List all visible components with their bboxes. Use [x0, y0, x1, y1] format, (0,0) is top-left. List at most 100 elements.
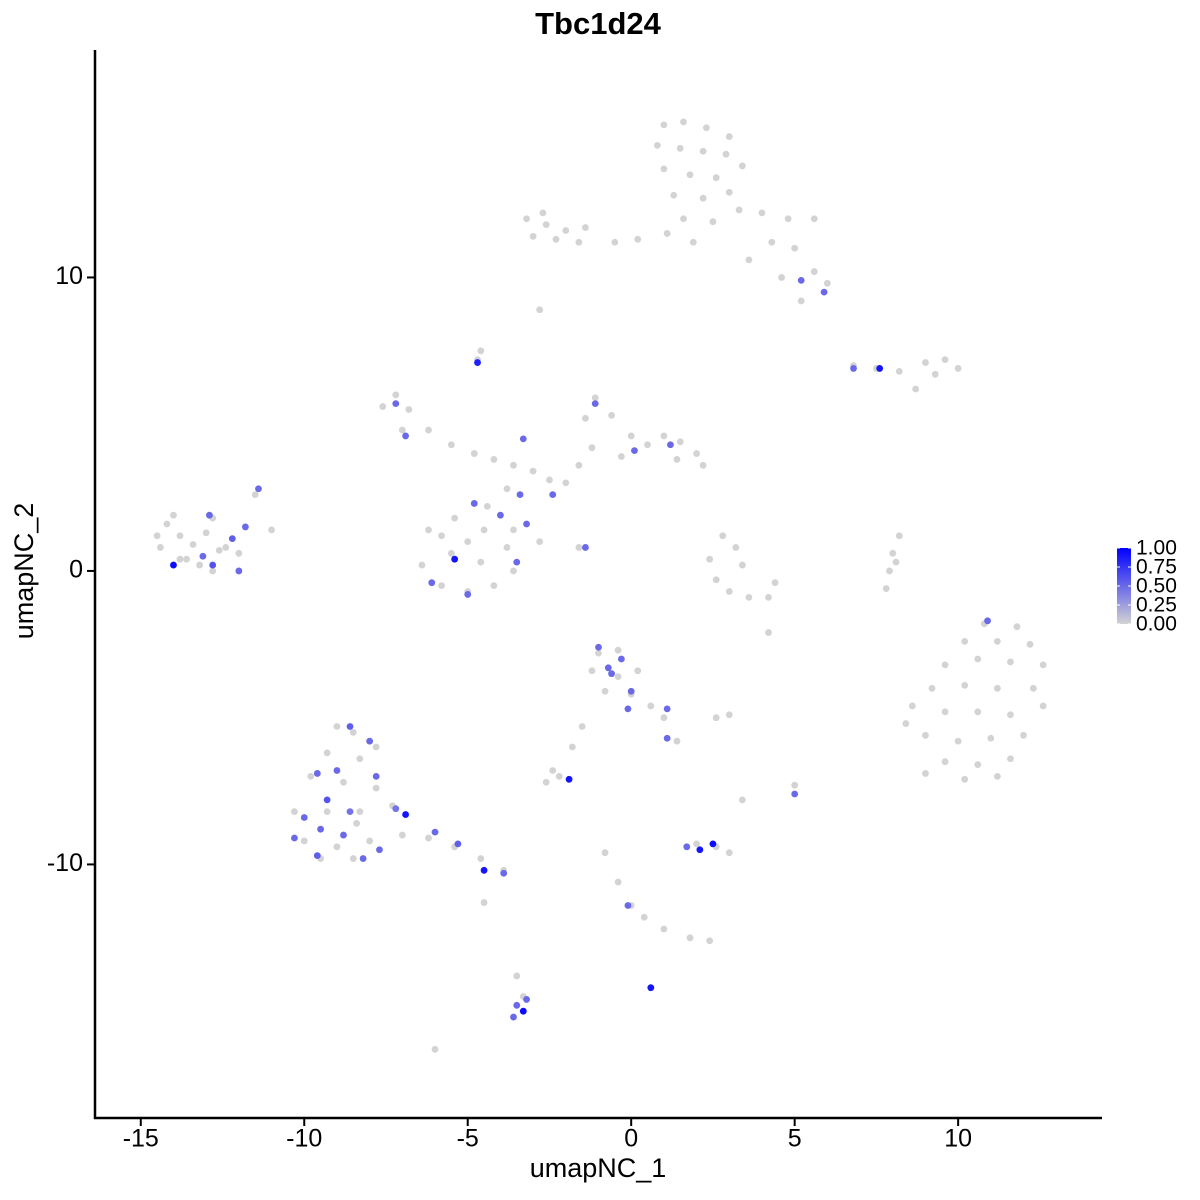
- point: [333, 843, 341, 851]
- point: [634, 667, 642, 675]
- point: [349, 855, 357, 862]
- point: [196, 561, 204, 569]
- point: [353, 819, 360, 827]
- point: [640, 913, 648, 921]
- point: [241, 523, 249, 531]
- point: [562, 479, 570, 487]
- point: [696, 846, 704, 854]
- point: [480, 866, 488, 874]
- point: [895, 532, 903, 540]
- point: [503, 544, 511, 551]
- point: [712, 174, 720, 182]
- point: [810, 215, 818, 223]
- point: [513, 972, 521, 980]
- point: [791, 790, 799, 798]
- point: [513, 1001, 521, 1009]
- point: [725, 188, 733, 196]
- point: [614, 646, 622, 654]
- point: [431, 1045, 439, 1053]
- point: [523, 215, 530, 223]
- point: [349, 728, 357, 736]
- point: [483, 502, 491, 510]
- point: [712, 576, 720, 584]
- colorbar: [1117, 548, 1131, 624]
- point: [529, 232, 537, 240]
- point: [405, 406, 413, 413]
- point: [624, 902, 632, 909]
- point: [1039, 661, 1047, 669]
- point: [1029, 684, 1037, 692]
- point: [882, 585, 890, 592]
- point: [251, 491, 259, 499]
- point: [510, 526, 517, 534]
- point: [797, 276, 805, 284]
- point: [591, 394, 599, 402]
- point: [876, 365, 884, 372]
- point: [771, 579, 779, 587]
- point: [719, 532, 727, 540]
- point: [372, 772, 380, 780]
- point: [575, 544, 583, 551]
- point: [791, 781, 799, 789]
- point: [722, 150, 730, 158]
- point: [470, 450, 478, 457]
- point: [984, 617, 991, 625]
- point: [291, 834, 298, 842]
- point: [895, 367, 903, 375]
- point: [392, 391, 400, 399]
- point: [941, 708, 949, 716]
- point: [366, 737, 374, 745]
- point: [536, 306, 544, 314]
- point: [549, 491, 557, 499]
- point: [438, 582, 445, 590]
- point: [519, 1007, 527, 1015]
- point: [725, 588, 733, 595]
- point: [768, 238, 776, 246]
- point: [490, 456, 498, 463]
- point: [546, 476, 553, 484]
- point: [451, 514, 459, 522]
- point: [588, 444, 596, 452]
- point: [922, 731, 929, 739]
- point: [346, 723, 354, 730]
- point: [323, 749, 331, 757]
- point: [617, 453, 625, 460]
- point: [634, 235, 642, 243]
- point: [215, 546, 223, 554]
- point: [712, 714, 720, 722]
- point: [222, 544, 230, 551]
- point: [974, 708, 982, 716]
- point: [356, 755, 364, 763]
- point: [313, 770, 321, 777]
- point: [676, 438, 684, 446]
- point: [663, 705, 671, 713]
- point: [562, 227, 570, 234]
- x-tick-label: -5: [457, 1125, 479, 1153]
- point: [974, 761, 982, 769]
- point: [680, 118, 687, 126]
- point: [1020, 731, 1027, 739]
- x-tick-label: 0: [624, 1125, 638, 1153]
- point: [372, 784, 380, 792]
- point: [542, 221, 550, 229]
- point: [738, 561, 746, 569]
- point: [601, 849, 609, 857]
- point: [156, 544, 164, 551]
- point: [379, 403, 387, 410]
- point: [428, 579, 436, 587]
- y-tick-label: -10: [47, 849, 83, 877]
- points: [153, 118, 1047, 1053]
- point: [617, 655, 625, 663]
- point: [582, 224, 589, 231]
- point: [313, 852, 321, 860]
- point: [738, 796, 746, 804]
- point: [176, 555, 184, 563]
- point: [582, 414, 589, 422]
- point: [667, 441, 674, 449]
- point: [575, 461, 583, 469]
- point: [689, 238, 697, 246]
- point: [660, 714, 668, 722]
- point: [627, 432, 635, 440]
- point: [235, 549, 243, 557]
- point: [709, 840, 717, 848]
